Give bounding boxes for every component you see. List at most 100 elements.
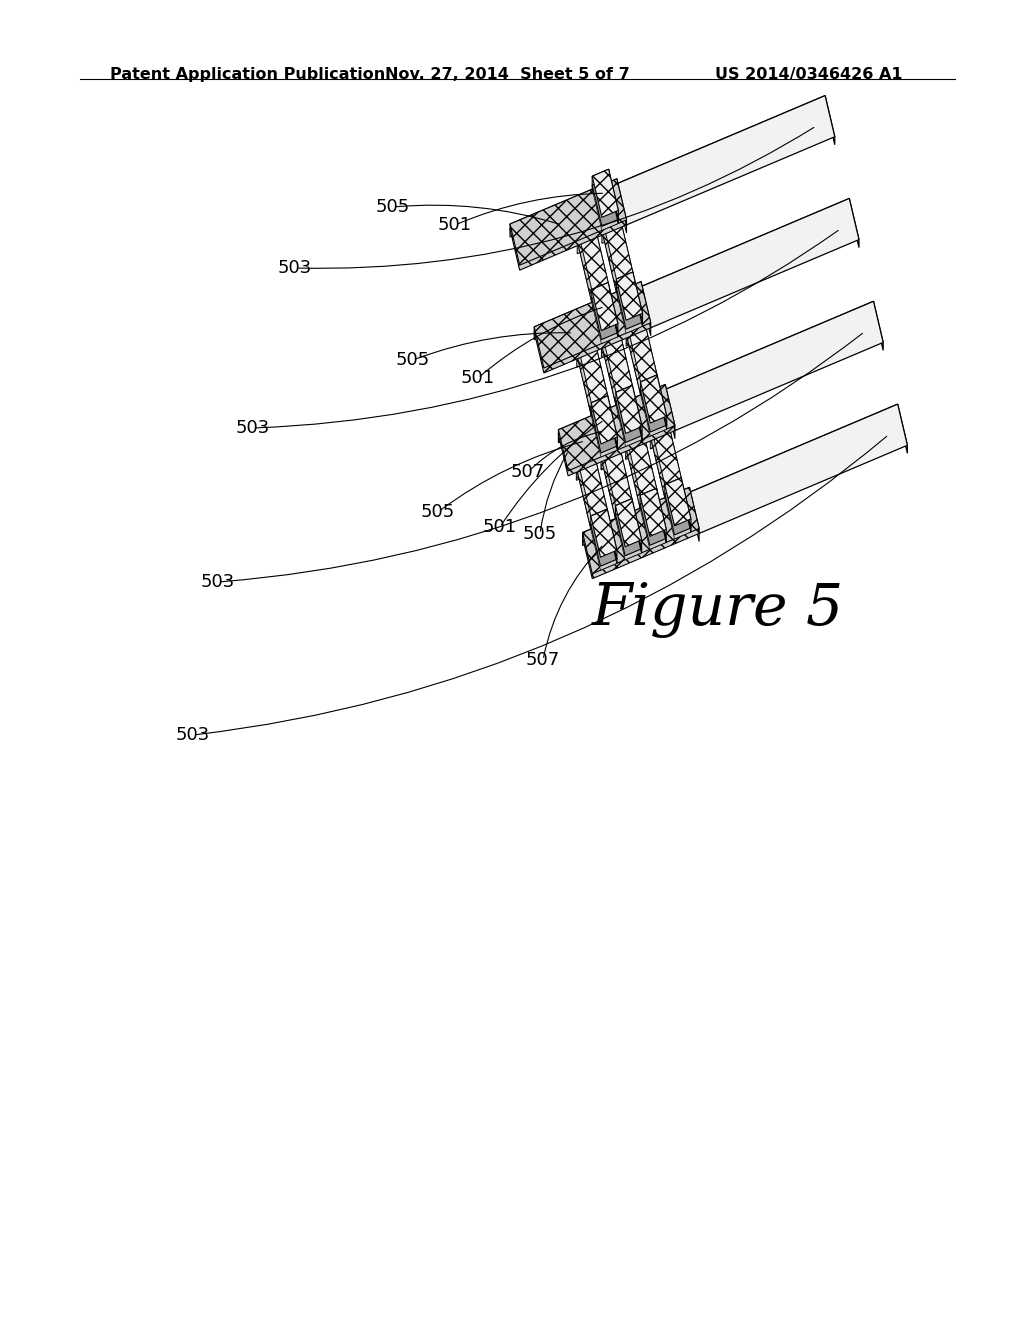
Polygon shape [665,491,691,539]
Polygon shape [616,95,835,224]
Polygon shape [578,220,594,236]
Polygon shape [591,405,617,453]
Polygon shape [626,326,642,346]
Polygon shape [592,178,618,226]
Polygon shape [667,429,681,504]
Polygon shape [666,389,675,438]
Text: 507: 507 [511,463,545,480]
Polygon shape [615,508,642,556]
Polygon shape [577,334,607,403]
Polygon shape [577,347,593,367]
Polygon shape [849,198,859,248]
Polygon shape [642,440,656,515]
Polygon shape [577,334,593,350]
Polygon shape [558,384,666,434]
Polygon shape [616,272,633,288]
Text: 507: 507 [526,651,560,669]
Polygon shape [626,426,656,495]
Text: US 2014/0346426 A1: US 2014/0346426 A1 [715,67,902,82]
Polygon shape [657,384,667,429]
Polygon shape [607,519,616,564]
Polygon shape [640,498,667,545]
Polygon shape [650,429,667,449]
Polygon shape [640,488,656,504]
Polygon shape [602,210,618,226]
Polygon shape [608,282,617,333]
Polygon shape [650,416,667,432]
Polygon shape [616,183,627,232]
Polygon shape [617,437,632,508]
Polygon shape [601,337,633,405]
Polygon shape [640,502,667,549]
Polygon shape [681,478,691,528]
Polygon shape [583,487,699,574]
Polygon shape [535,281,650,368]
Text: Patent Application Publication: Patent Application Publication [110,67,385,82]
Text: 503: 503 [176,726,210,744]
Polygon shape [578,234,594,253]
Polygon shape [601,450,617,470]
Polygon shape [689,487,699,533]
Polygon shape [616,281,633,292]
Polygon shape [578,234,608,302]
Polygon shape [616,178,627,224]
Polygon shape [616,395,642,442]
Polygon shape [592,169,608,185]
Polygon shape [632,508,642,553]
Polygon shape [591,405,607,416]
Polygon shape [601,323,617,339]
Polygon shape [641,198,849,294]
Text: 505: 505 [396,351,430,370]
Polygon shape [592,282,617,330]
Polygon shape [641,281,650,327]
Text: 505: 505 [421,503,455,521]
Polygon shape [510,178,627,265]
Polygon shape [601,450,632,519]
Polygon shape [607,405,617,450]
Polygon shape [601,437,632,506]
Polygon shape [617,450,632,524]
Polygon shape [641,388,667,436]
Polygon shape [601,450,632,519]
Polygon shape [642,426,656,498]
Polygon shape [601,323,633,392]
Polygon shape [577,461,607,529]
Polygon shape [594,234,608,309]
Polygon shape [641,286,650,335]
Polygon shape [650,416,681,484]
Polygon shape [592,292,608,302]
Polygon shape [591,519,616,566]
Text: 503: 503 [201,573,236,591]
Polygon shape [591,409,617,457]
Polygon shape [592,296,617,343]
Polygon shape [535,281,641,331]
Polygon shape [616,285,642,333]
Polygon shape [558,389,675,475]
Polygon shape [601,337,617,356]
Polygon shape [615,512,642,560]
Polygon shape [633,281,642,326]
Polygon shape [626,440,656,508]
Polygon shape [656,488,667,539]
Polygon shape [626,440,656,508]
Text: 503: 503 [278,259,312,277]
Polygon shape [642,326,657,401]
Polygon shape [558,389,666,442]
Polygon shape [592,169,618,218]
Polygon shape [608,292,617,337]
Polygon shape [510,183,616,238]
Polygon shape [535,286,650,374]
Polygon shape [616,272,642,321]
Polygon shape [602,223,618,243]
Polygon shape [577,461,593,480]
Polygon shape [617,323,633,395]
Polygon shape [577,447,607,516]
Polygon shape [618,223,633,298]
Polygon shape [626,313,657,381]
Polygon shape [650,429,681,498]
Polygon shape [616,395,633,405]
Polygon shape [626,426,642,442]
Polygon shape [607,396,617,446]
Polygon shape [665,487,681,498]
Polygon shape [633,395,642,440]
